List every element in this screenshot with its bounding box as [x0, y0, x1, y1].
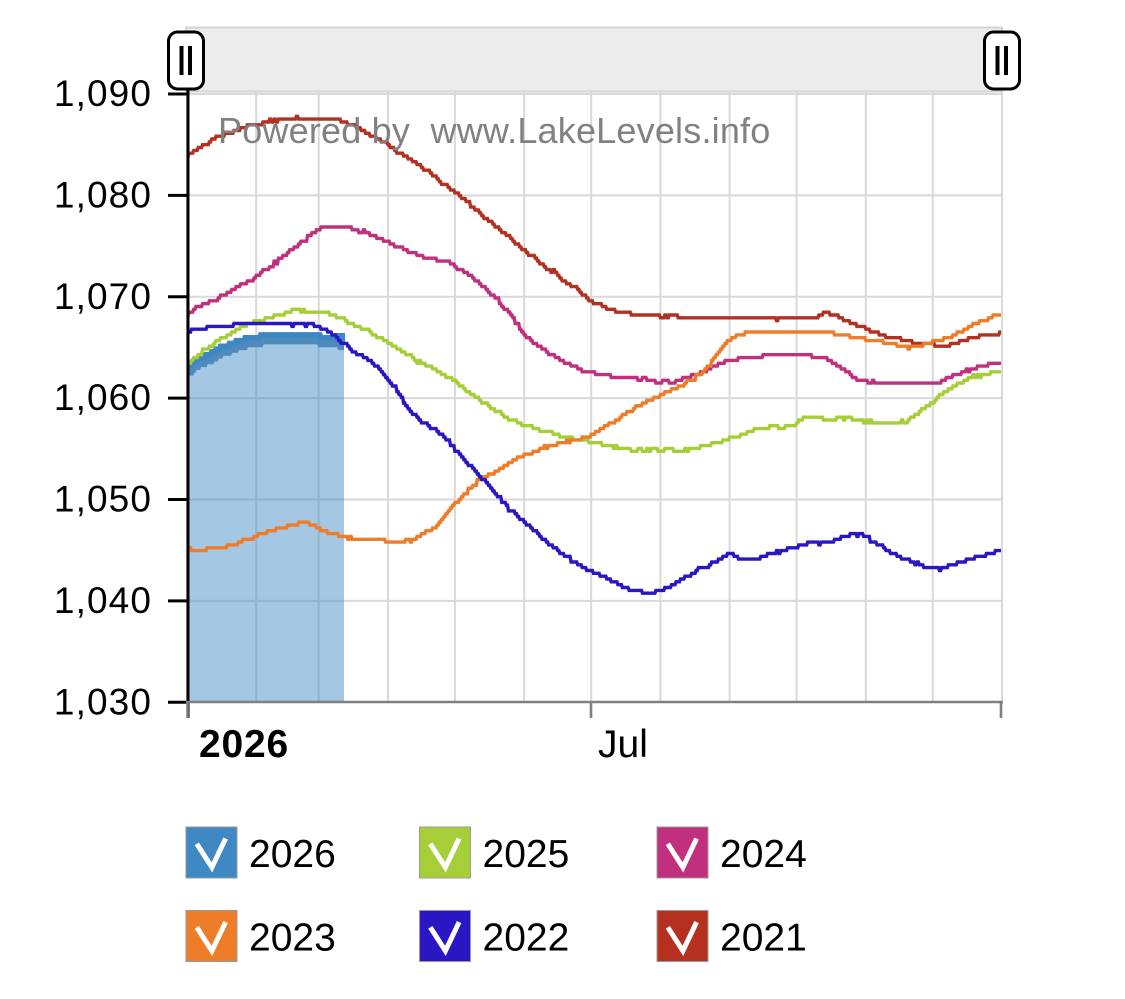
svg-text:1,040: 1,040: [54, 580, 152, 621]
svg-text:Jul: Jul: [598, 723, 648, 766]
svg-text:2021: 2021: [720, 917, 807, 960]
svg-text:2022: 2022: [483, 917, 570, 960]
svg-text:1,050: 1,050: [54, 479, 152, 520]
svg-text:2026: 2026: [249, 833, 336, 876]
svg-text:2024: 2024: [720, 833, 807, 876]
svg-text:1,090: 1,090: [54, 73, 152, 114]
svg-text:1,080: 1,080: [54, 174, 152, 215]
svg-text:Powered by www.LakeLevels.inf: Powered by www.LakeLevels.info: [218, 110, 771, 151]
svg-text:1,030: 1,030: [54, 681, 152, 722]
svg-text:2026: 2026: [199, 723, 289, 766]
svg-text:1,060: 1,060: [54, 377, 152, 418]
svg-text:1,070: 1,070: [54, 276, 152, 317]
svg-text:2023: 2023: [249, 917, 336, 960]
svg-text:2025: 2025: [483, 833, 570, 876]
